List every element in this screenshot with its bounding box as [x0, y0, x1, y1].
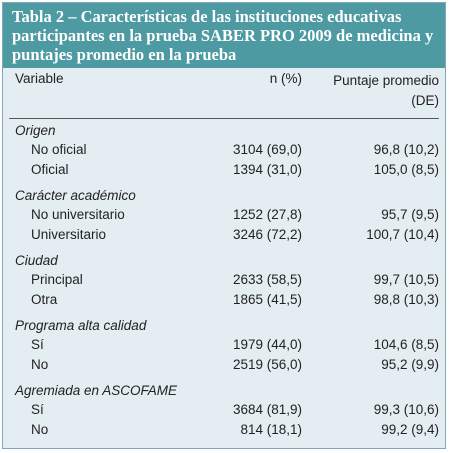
table-cell: 99,7 (10,5) — [373, 272, 439, 287]
table-row: Oficial 1394 (31,0) 105,0 (8,5) — [9, 162, 439, 181]
table-cell: 3246 (72,2) — [232, 226, 302, 242]
table-cell: 96,8 (10,2) — [373, 142, 439, 157]
table-cell: 105,0 (8,5) — [373, 161, 439, 177]
table-cell: 2519 (56,0) — [232, 356, 302, 372]
table-cell: 99,2 (9,4) — [381, 421, 439, 437]
table-cell: 95,7 (9,5) — [381, 207, 439, 222]
table-cell: 3104 (69,0) — [232, 142, 302, 157]
table-cell: 2633 (58,5) — [232, 272, 302, 287]
table-cell: 100,7 (10,4) — [366, 226, 439, 242]
table-cell: No — [31, 356, 49, 372]
table-cell: Universitario — [31, 226, 107, 242]
group-label: Ciudad — [15, 253, 58, 268]
table-cell: No universitario — [31, 207, 125, 222]
table-cell: No oficial — [31, 142, 87, 157]
table-cell: 1394 (31,0) — [232, 161, 302, 177]
table-cell: Sí — [31, 402, 44, 417]
table-body: Origen No oficial 3104 (69,0) 96,8 (10,2) Of… — [9, 119, 439, 444]
group-label: Programa alta calidad — [15, 318, 147, 333]
table-cell: 99,3 (10,6) — [373, 402, 439, 417]
table-cell: 1865 (41,5) — [232, 291, 302, 307]
table-row: No universitario 1252 (27,8) 95,7 (9,5) — [9, 207, 439, 226]
table-cell: Sí — [31, 337, 44, 352]
table-title: Tabla 2 – Características de las institu… — [3, 3, 445, 68]
table-cell: 1979 (44,0) — [232, 337, 302, 352]
table-cell: 814 (18,1) — [240, 421, 302, 437]
table-cell: 3684 (81,9) — [232, 402, 302, 417]
table-row: Principal 2633 (58,5) 99,7 (10,5) — [9, 272, 439, 291]
table-cell: 95,2 (9,9) — [381, 356, 439, 372]
table-row: No 814 (18,1) 99,2 (9,4) — [9, 422, 439, 441]
row-group: Origen No oficial 3104 (69,0) 96,8 (10,2) Of… — [9, 119, 439, 184]
row-group: Agremiada en ASCOFAME Sí 3684 (81,9) 99,3 (… — [9, 379, 439, 444]
table-cell: 104,6 (8,5) — [373, 337, 439, 352]
group-label: Origen — [15, 123, 56, 138]
table-row: No oficial 3104 (69,0) 96,8 (10,2) — [9, 142, 439, 161]
row-group: Programa alta calidad Sí 1979 (44,0) 104,6 … — [9, 314, 439, 379]
column-header: n (%) — [269, 71, 302, 86]
row-group: Carácter académico No universitario 1252 (… — [9, 184, 439, 249]
table-row: Sí 1979 (44,0) 104,6 (8,5) — [9, 337, 439, 356]
column-header: Variable — [15, 71, 64, 86]
table-row: Otra 1865 (41,5) 98,8 (10,3) — [9, 292, 439, 311]
table-cell: 98,8 (10,3) — [373, 291, 439, 307]
table-row: Sí 3684 (81,9) 99,3 (10,6) — [9, 402, 439, 421]
table-cell: Principal — [31, 272, 83, 287]
table-header: Variable n (%) Puntaje promedio (DE) — [9, 68, 439, 119]
table-row: Universitario 3246 (72,2) 100,7 (10,4) — [9, 227, 439, 246]
table-card: Tabla 2 – Características de las institu… — [2, 2, 446, 449]
table-cell: Otra — [31, 291, 58, 307]
group-label: Carácter académico — [15, 188, 136, 203]
column-header: Puntaje promedio (DE) — [333, 73, 439, 108]
table-cell: No — [31, 421, 49, 437]
table-cell: Oficial — [31, 161, 69, 177]
row-group: Ciudad Principal 2633 (58,5) 99,7 (10,5) Otr… — [9, 249, 439, 314]
group-label: Agremiada en ASCOFAME — [15, 383, 178, 398]
table-cell: 1252 (27,8) — [232, 207, 302, 222]
table-row: No 2519 (56,0) 95,2 (9,9) — [9, 357, 439, 376]
